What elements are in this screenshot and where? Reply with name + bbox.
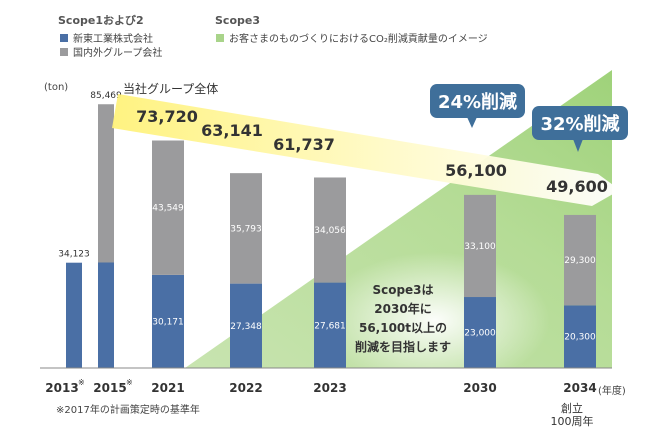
x-tick-2023: 2023 [313, 381, 346, 395]
bar-shinto-2021 [152, 274, 184, 368]
value-label-shinto-2022: 27,348 [230, 322, 262, 332]
legend: Scope1および2 新東工業株式会社 国内外グループ会社 Scope3 お客さ… [58, 13, 488, 59]
x-tick-mark-2013: ※ [78, 378, 85, 387]
bar-shinto-2023 [314, 282, 346, 368]
total-label-2034: 49,600 [546, 177, 608, 196]
total-label-2030: 56,100 [445, 161, 507, 180]
bar-group-2015 [98, 104, 114, 263]
x-tick-2022: 2022 [229, 381, 262, 395]
x-tick-2034: 2034 [563, 381, 596, 395]
footnote: ※2017年の計画策定時の基準年 [56, 403, 200, 416]
scope3-note-line-2: 2030年に [374, 301, 431, 316]
scope3-note-line-3: 56,100t以上の [359, 320, 447, 335]
total-label-2023: 61,737 [273, 135, 335, 154]
x-axis-unit: (年度) [598, 384, 626, 397]
value-label-shinto-2034: 20,300 [564, 333, 596, 343]
scope3-note: Scope3は 2030年に 56,100t以上の 削減を目指します [355, 283, 451, 354]
milestone-line-1: 創立 [561, 401, 583, 415]
bar-group-2034 [564, 214, 596, 306]
value-label-shinto-2030: 23,000 [464, 329, 496, 339]
legend-label-group: 国内外グループ会社 [73, 46, 162, 59]
legend-swatch-shinto [60, 34, 68, 42]
value-label-group-2022: 35,793 [230, 224, 262, 234]
bar-shinto-2013 [66, 262, 82, 368]
scope3-note-line-1: Scope3は [372, 283, 433, 297]
legend-label-shinto: 新東工業株式会社 [73, 32, 153, 45]
value-label-group-2021: 43,549 [152, 204, 184, 214]
reduction-label-2034: 32%削減 [540, 113, 619, 135]
value-label-shinto-2021: 30,171 [152, 317, 184, 327]
legend-label-scope3: お客さまのものづくりにおけるCO₂削減貢献量のイメージ [229, 32, 488, 45]
x-tick-2015: 2015 [93, 381, 126, 395]
value-label-shinto-2013: 34,123 [58, 250, 90, 260]
bar-shinto-2015 [98, 262, 114, 368]
x-tick-mark-2015: ※ [126, 378, 133, 387]
value-label-group-2030: 33,100 [464, 242, 496, 252]
bar-group-2023 [314, 177, 346, 283]
total-label-2022: 63,141 [201, 121, 263, 140]
totals-caption: 当社グループ全体 [123, 81, 218, 96]
legend-scope3-title: Scope3 [215, 14, 260, 27]
value-label-shinto-2023: 27,681 [314, 321, 346, 331]
reduction-callout-2030: 24%削減 [430, 84, 525, 128]
value-label-total-2015: 85,469 [90, 91, 122, 101]
bar-group-2030 [464, 194, 496, 298]
reduction-label-2030: 24%削減 [438, 91, 517, 113]
totals-arrow [112, 94, 620, 206]
x-tick-2013: 2013 [45, 381, 78, 395]
total-label-2021: 73,720 [136, 107, 198, 126]
bar-shinto-2030 [464, 297, 496, 368]
legend-scope12-title: Scope1および2 [58, 13, 144, 27]
bars-layer: 34,123 85,469 30,171 43,549 27,348 35,793 27,6… [58, 91, 596, 368]
bar-group-2022 [230, 173, 262, 284]
value-label-group-2034: 29,300 [564, 256, 596, 266]
bar-shinto-2022 [230, 283, 262, 368]
value-label-group-2023: 34,056 [314, 226, 346, 236]
x-tick-2030: 2030 [463, 381, 496, 395]
bar-shinto-2034 [564, 305, 596, 368]
legend-swatch-group [60, 48, 68, 56]
milestone-line-2: 100周年 [551, 414, 594, 428]
x-tick-2021: 2021 [151, 381, 184, 395]
legend-swatch-scope3 [216, 34, 224, 42]
scope3-note-line-4: 削減を目指します [355, 339, 451, 354]
unit-label: (ton) [44, 82, 68, 93]
x-axis-labels: 2013 ※ 2015 ※ 2021 2022 2023 2030 2034 [45, 378, 596, 395]
bar-group-2021 [152, 140, 184, 275]
reduction-callout-2034: 32%削減 [532, 106, 628, 152]
